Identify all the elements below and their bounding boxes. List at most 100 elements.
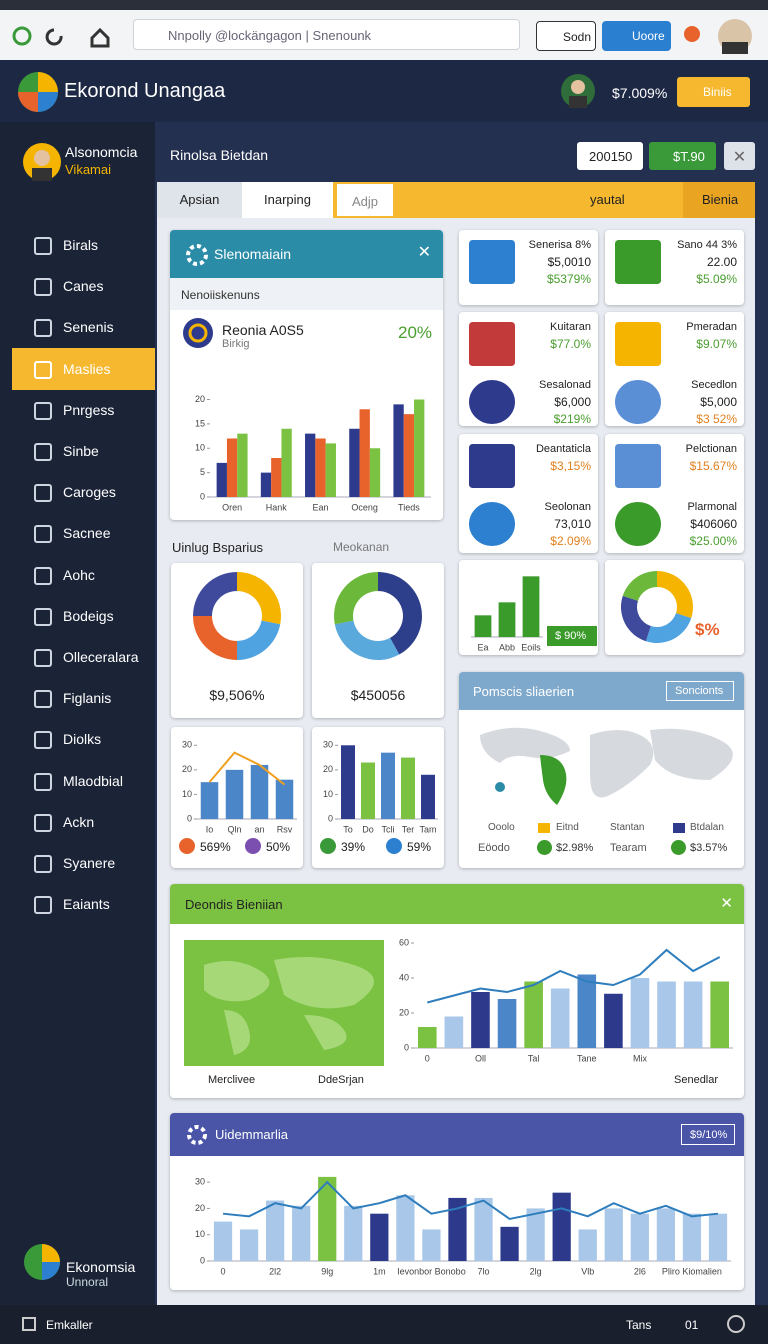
button[interactable]: Uoore [602,21,671,51]
tab[interactable]: Inarping [242,182,333,218]
map-button[interactable]: Soncionts [666,681,734,701]
x-tick-label: Oceng [351,502,378,512]
y-tick-label: 10 [195,1229,205,1239]
nav-label: Sinbe [63,443,99,459]
bar [417,1027,437,1048]
nav-label: Olleceralara [63,649,139,665]
nav-item[interactable]: Mlaodbial [0,760,155,802]
nav-item[interactable]: Maslies [12,347,155,390]
tab[interactable]: Bienia [702,192,739,207]
nav-item[interactable]: Ackn [0,801,155,843]
settings-icon[interactable] [727,1315,745,1333]
brand-name: Ekonomsia [66,1259,136,1275]
y-tick-label: 0 [404,1042,409,1052]
y-tick-label: 10 [182,789,192,799]
combo-chart: 0 10 20 30 0 2l2 9lg 1m Ievonbor Bonobo 7lo 2lg Vlb… [195,1177,731,1276]
map-stat: Tearam [610,842,647,854]
y-tick-label: 20 [195,1203,205,1213]
status-value: 39% [341,840,366,854]
nav-item[interactable]: Syanere [0,842,155,884]
nav-item[interactable]: Canes [0,265,155,307]
bar-chart: 0 5 10 15 20 Oren Hank Ean Oceng Tieds [195,394,431,512]
status-value: 59% [407,840,432,854]
button-label: Biniis [703,85,732,99]
nav-label: Senenis [63,319,114,336]
nav-icon [34,360,52,379]
nav-item[interactable]: Aohc [0,554,155,596]
status-value: 569% [200,840,231,854]
nav-item[interactable]: Senenis [0,306,155,348]
nav-icons[interactable] [10,24,120,48]
close-button[interactable]: ✕ [724,142,755,170]
y-tick-label: 15 [195,418,205,428]
nav-item[interactable]: Pnrgess [0,389,155,431]
nav-item[interactable]: Olleceralara [0,636,155,678]
bottom-bar: Emkaller Tans 01 [0,1305,768,1344]
badge[interactable]: $T.90 [649,142,716,170]
user-avatar [23,143,61,181]
nav-item[interactable]: Diolks [0,718,155,760]
tab[interactable]: Adjp [335,182,395,218]
button[interactable]: Sodn [536,21,596,51]
donut-slice [657,571,693,619]
nav-item[interactable]: Figlanis [0,677,155,719]
close-icon[interactable]: ✕ [417,244,431,261]
badge-text: $T.90 [673,149,705,164]
y-tick-label: 60 [399,937,409,947]
x-tick-label: Tane [577,1053,597,1063]
status-value: 50% [266,840,291,854]
close-icon[interactable]: ✕ [720,895,733,912]
bar [369,448,381,497]
nav-item[interactable]: Sacnee [0,512,155,554]
legend-swatch [538,823,550,833]
map-label: DdeSrjan [318,1074,364,1086]
kpi-title: Sesalonad [539,379,591,391]
x-tick-label: Rsv [277,824,293,834]
menu-icon[interactable] [22,1317,36,1331]
gear-icon [186,244,208,266]
regional-title: Deondis Bieniian [185,897,283,912]
map-stat: $3.57% [690,842,728,854]
user-icons[interactable] [680,18,760,54]
badge-text: $ 90% [555,630,587,642]
bar [657,981,676,1048]
x-tick-label: Tieds [398,502,420,512]
nav-item[interactable]: Birals [0,224,155,266]
donut-slice [621,595,651,642]
tab[interactable]: Apsian [157,182,242,218]
kpi-icon [469,502,515,546]
donut-chart [621,571,693,643]
footer-label[interactable]: 01 [685,1318,699,1332]
map-stat: $2.98% [556,842,594,854]
kpi-icon [469,444,515,488]
nav-item[interactable]: Bodeigs [0,595,155,637]
bar [271,458,282,497]
map-label: Merclivee [208,1074,256,1086]
legend-swatch [673,823,685,833]
nav-item[interactable]: Sinbe [0,430,155,472]
bar [349,428,360,497]
bar [341,745,355,819]
nav-label: Eaiants [63,896,110,913]
kpi-title: Deantaticla [535,443,591,455]
bar [630,1213,649,1261]
nav-icon [34,484,52,503]
nav-item[interactable]: Caroges [0,471,155,513]
nav-item[interactable]: Eaiants [0,883,155,925]
status-dot [245,838,261,854]
bar [710,981,730,1048]
footer-label[interactable]: Tans [626,1318,652,1332]
donut-slice [193,616,237,660]
search-box[interactable]: Nnpolly @lockängagon | Snenounk [133,19,520,50]
bar [325,443,336,497]
bar [359,409,370,497]
nav-icon [34,319,52,338]
tab[interactable]: yautal [590,192,625,207]
x-tick-label: Ean [312,502,328,512]
stat-dot [537,840,552,855]
y-tick-label: 0 [200,491,205,501]
nav-icon [34,690,52,709]
x-tick-label: Do [362,824,374,834]
header-button[interactable]: Biniis [677,77,750,107]
